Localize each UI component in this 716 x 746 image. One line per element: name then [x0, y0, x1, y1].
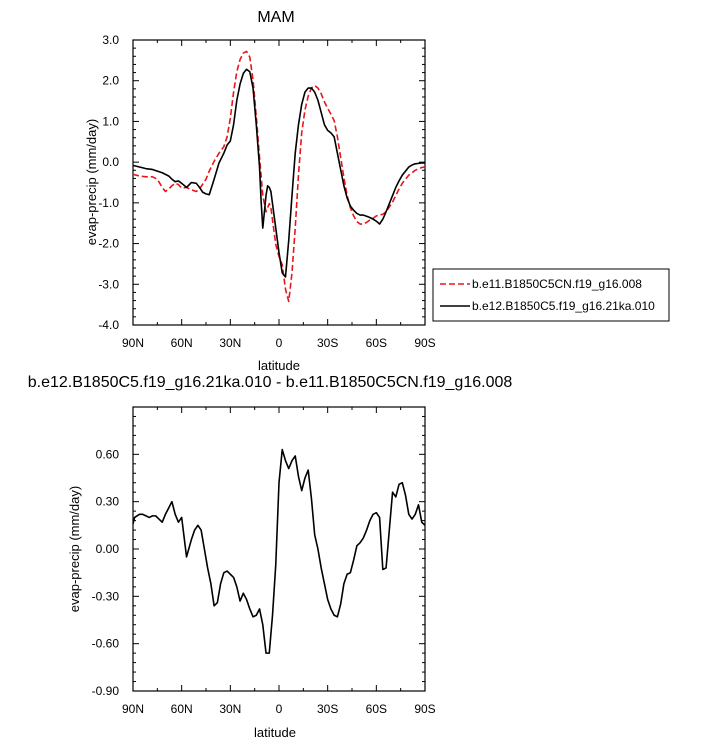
panel1-series-lines: [132, 50, 426, 303]
panel1-y-axis-label: evap-precip (mm/day): [84, 119, 99, 245]
panel2-series-lines: [132, 448, 426, 654]
legend-label-series-1: b.e11.B1850C5CN.f19_g16.008: [472, 277, 642, 291]
panel1-y-tick-label: -1.0: [98, 196, 119, 210]
panel2-y-tick-label: -0.30: [92, 589, 120, 603]
panel1-plot-frame: [132, 39, 426, 326]
panel1-ticks: 90N 60N 30N 0 30S 60S 90S 3.0 2.0 1.0 0.0 -1.0 -2.0 -…: [98, 33, 435, 350]
panel1-y-tick-label: -3.0: [98, 277, 119, 291]
panel1-x-tick-label: 30N: [219, 336, 241, 350]
panel1-y-tick-label: 1.0: [102, 114, 119, 128]
legend: b.e11.B1850C5CN.f19_g16.008 b.e12.B1850C…: [432, 268, 670, 322]
panel2-title: b.e12.B1850C5.f19_g16.21ka.010 - b.e11.B…: [28, 374, 513, 391]
panel2-y-tick-label: 0.30: [96, 495, 120, 509]
panel1-x-tick-label: 60S: [366, 336, 387, 350]
panel1-x-tick-label: 90N: [122, 336, 144, 350]
panel2-x-tick-label: 30N: [219, 702, 241, 716]
panel1-y-tick-label: 0.0: [102, 155, 119, 169]
panel2-y-tick-label: -0.90: [92, 684, 120, 698]
panel2-x-tick-label: 90S: [414, 702, 435, 716]
panel1-series-line-1: [132, 50, 426, 303]
panel-difference: b.e12.B1850C5.f19_g16.21ka.010 - b.e11.B…: [28, 374, 513, 740]
panel1-title: MAM: [257, 9, 294, 26]
panel1-y-tick-label: -2.0: [98, 237, 119, 251]
panel1-x-tick-label: 0: [276, 336, 283, 350]
legend-box: [432, 268, 670, 322]
panel2-x-tick-label: 90N: [122, 702, 144, 716]
panel2-y-tick-label: 0.60: [96, 447, 120, 461]
panel2-ticks: 90N 60N 30N 0 30S 60S 90S 0.60 0.30 0.00 -0.30 -0.6…: [92, 406, 436, 716]
panel1-x-tick-label: 90S: [414, 336, 435, 350]
panel1-x-axis-label: latitude: [258, 358, 300, 373]
panel2-x-tick-label: 60S: [366, 702, 387, 716]
panel2-y-tick-label: -0.60: [92, 637, 120, 651]
panel2-y-axis-label: evap-precip (mm/day): [67, 486, 82, 612]
panel2-x-tick-label: 0: [276, 702, 283, 716]
panel1-y-tick-label: -4.0: [98, 318, 119, 332]
panel2-x-axis-label: latitude: [254, 725, 296, 740]
panel1-y-tick-label: 3.0: [102, 33, 119, 47]
panel2-y-tick-label: 0.00: [96, 542, 120, 556]
panel1-x-tick-label: 30S: [317, 336, 338, 350]
panel-mam: MAM 90N 60N 30N 0 30S 60S 90S 3.0 2.0 1.0 0.0 -1.0 -…: [84, 9, 436, 373]
panel1-x-tick-label: 60N: [171, 336, 193, 350]
panel2-series-line-1: [132, 448, 426, 654]
panel1-y-tick-label: 2.0: [102, 74, 119, 88]
legend-label-series-2: b.e12.B1850C5.f19_g16.21ka.010: [472, 299, 655, 313]
panel2-x-tick-label: 30S: [317, 702, 338, 716]
panel2-x-tick-label: 60N: [171, 702, 193, 716]
panel1-series-line-2: [132, 68, 425, 278]
